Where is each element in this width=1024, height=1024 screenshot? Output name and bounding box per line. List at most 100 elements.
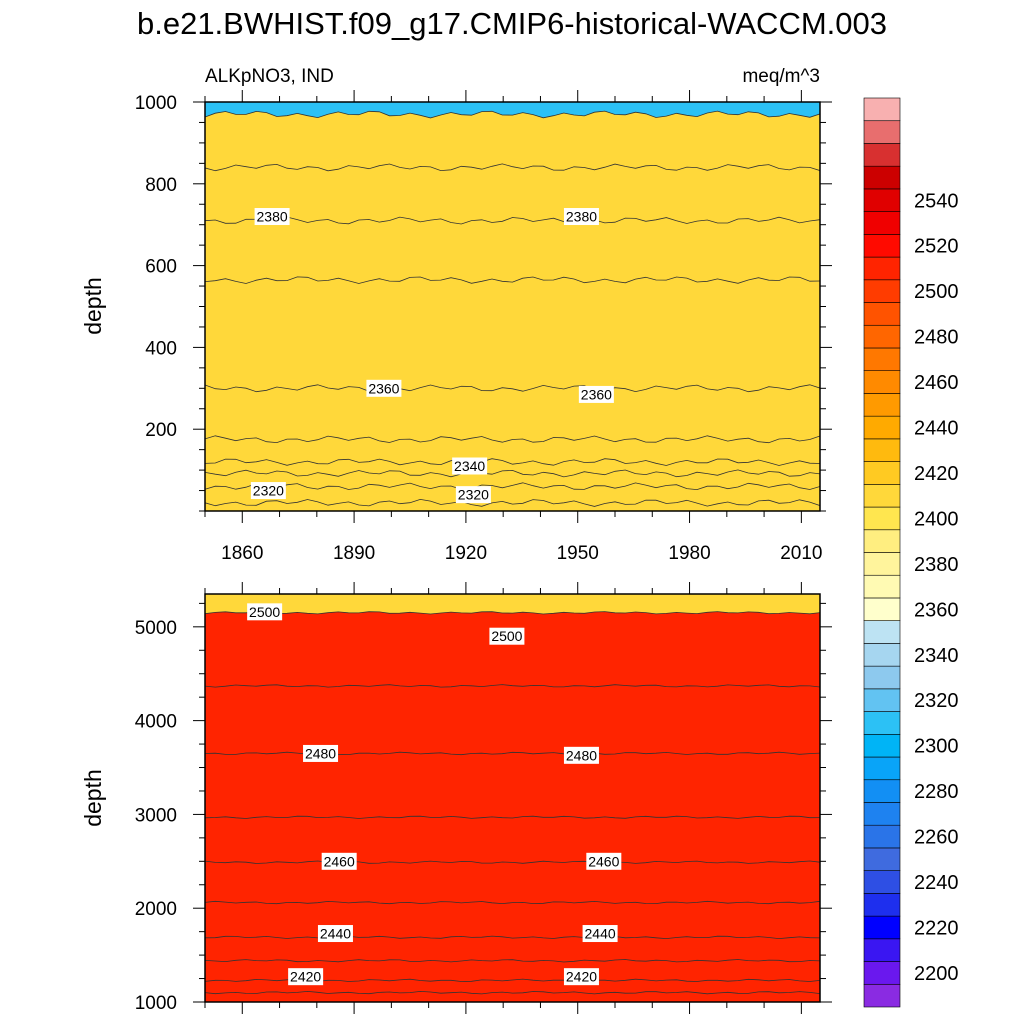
units-label: meq/m^3 — [742, 66, 820, 87]
colorbar-box — [863, 643, 901, 667]
colorbar-box — [863, 256, 901, 281]
colorbar-box — [863, 484, 901, 508]
top-contour-2380 — [205, 216, 820, 225]
bot-contour-label: 2460 — [588, 853, 619, 869]
colorbar-label: 2400 — [914, 508, 959, 530]
bot-contour-label: 2500 — [491, 628, 522, 644]
colorbar-box — [863, 461, 901, 485]
top-contour-2370 — [205, 276, 820, 284]
colorbar-label: 2500 — [914, 281, 959, 303]
top-contour-2330 — [205, 469, 820, 478]
top-xtick-label: 1890 — [333, 543, 375, 564]
colorbar-label: 2520 — [914, 236, 959, 258]
colorbar-box — [863, 597, 901, 621]
bot-band-2500 — [205, 611, 820, 1002]
colorbar-box — [863, 234, 901, 258]
bot-ytick-label: 1000 — [135, 993, 177, 1014]
colorbar-box — [863, 552, 901, 576]
bot-ytick-label: 5000 — [135, 618, 177, 639]
colorbar-label: 2280 — [914, 781, 959, 803]
colorbar-box — [863, 983, 901, 1008]
bot-contour-label: 2420 — [290, 969, 321, 985]
colorbar-label: 2240 — [914, 872, 959, 894]
top-contour-label: 2320 — [458, 487, 489, 503]
top-ytick-label: 200 — [145, 420, 177, 441]
top-contour-label: 2380 — [566, 209, 597, 225]
bot-contour-label: 2440 — [320, 926, 351, 942]
colorbar-box — [863, 665, 901, 690]
top-contour-label-box — [250, 482, 286, 500]
bot-contour-2440 — [205, 935, 820, 940]
top-ytick-label: 600 — [145, 257, 177, 278]
top-xtick-label: 1920 — [445, 543, 487, 564]
top-contour-label-box — [452, 457, 488, 475]
top-contour-label: 2360 — [368, 380, 399, 396]
colorbar-label: 2460 — [914, 372, 959, 394]
top-contour-2340 — [205, 458, 820, 466]
colorbar-box — [863, 211, 901, 235]
top-ytick-label: 400 — [145, 338, 177, 359]
colorbar-box — [863, 574, 901, 599]
colorbar-label: 2380 — [914, 554, 959, 576]
top-band-2400 — [205, 111, 820, 511]
colorbar-box — [863, 324, 901, 349]
colorbar-box — [863, 165, 901, 190]
bot-contour-2460 — [205, 860, 820, 864]
colorbar-box — [863, 870, 901, 894]
colorbar-box — [863, 279, 901, 303]
top-ytick-label: 800 — [145, 175, 177, 196]
top-xtick-label: 1980 — [668, 543, 710, 564]
bot-ytick-label: 2000 — [135, 899, 177, 920]
top-xtick-label: 1860 — [221, 543, 263, 564]
variable-label: ALKpNO3, IND — [205, 66, 334, 87]
bot-contour-label-box — [489, 627, 525, 645]
top-contour-2390 — [205, 163, 820, 172]
colorbar-box — [863, 143, 901, 167]
bot-contour-2470 — [205, 815, 820, 819]
colorbar-label: 2540 — [914, 190, 959, 212]
bot-contour-label-box — [317, 925, 353, 943]
top-ytick-label: 1000 — [135, 93, 177, 114]
top-contour-label-box — [455, 486, 491, 504]
colorbar-box — [863, 733, 901, 758]
top-contour-2320 — [205, 482, 820, 491]
colorbar-box — [863, 961, 901, 985]
colorbar-box — [863, 188, 901, 212]
bot-contour-label: 2480 — [305, 745, 336, 761]
colorbar-box — [863, 506, 901, 531]
colorbar-label: 2260 — [914, 827, 959, 849]
bottom-ylabel: depth — [80, 769, 106, 827]
colorbar-box — [863, 824, 901, 849]
top-ylabel: depth — [80, 277, 106, 335]
bot-contour-2490 — [205, 684, 820, 688]
bot-contour-label: 2480 — [566, 747, 597, 763]
colorbar-box — [863, 438, 901, 462]
colorbar-label: 2360 — [914, 599, 959, 621]
colorbar-box — [863, 302, 901, 326]
bot-contour-label: 2460 — [324, 853, 355, 869]
top-contour-2350 — [205, 435, 820, 444]
colorbar-box — [863, 893, 901, 917]
bot-contour-label-box — [563, 746, 599, 764]
top-contour-2400 — [205, 110, 820, 119]
top-contour-label: 2340 — [454, 458, 485, 474]
colorbar-box — [863, 97, 901, 122]
colorbar-label: 2340 — [914, 645, 959, 667]
chart-title: b.e21.BWHIST.f09_g17.CMIP6-historical-WA… — [137, 6, 887, 41]
top-xtick-label: 1950 — [557, 543, 599, 564]
bot-contour-label-box — [288, 968, 324, 986]
colorbar-label: 2480 — [914, 327, 959, 349]
bot-contour-2410 — [205, 990, 820, 995]
colorbar-box — [863, 393, 901, 417]
bottom-plot-frame — [204, 593, 821, 1003]
bottom-panel: 2420 2420 2440 2440 2460 2460 2480 2480 2500 2500… — [80, 582, 832, 1014]
bot-contour-2500 — [205, 611, 820, 615]
bot-ytick-label: 3000 — [135, 805, 177, 826]
top-contour-2360 — [205, 384, 820, 393]
bot-contour-label-box — [321, 852, 357, 870]
bot-contour-label: 2500 — [249, 604, 280, 620]
bot-contour-label: 2420 — [566, 969, 597, 985]
bot-contour-label-box — [582, 925, 618, 943]
top-contour-label-box — [254, 208, 290, 226]
